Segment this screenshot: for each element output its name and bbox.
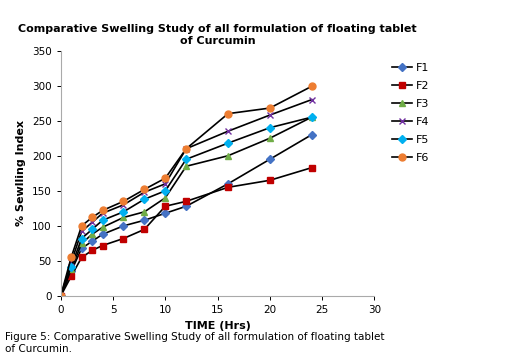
F4 [225, 129, 231, 133]
F6 [266, 106, 272, 110]
F4 [266, 113, 272, 117]
F6 [225, 112, 231, 116]
F1 [266, 157, 272, 161]
F2 [183, 199, 189, 204]
F2 [308, 165, 314, 170]
F5 [141, 197, 147, 201]
F6 [308, 84, 314, 88]
Title: Comparative Swelling Study of all formulation of floating tablet
of Curcumin: Comparative Swelling Study of all formul… [18, 24, 416, 45]
F3 [89, 232, 95, 236]
F2 [120, 236, 126, 241]
F2 [78, 255, 84, 260]
F1 [58, 294, 64, 298]
F4 [183, 147, 189, 151]
F5 [225, 141, 231, 145]
F5 [120, 210, 126, 214]
F2 [99, 243, 106, 248]
F2 [89, 248, 95, 253]
F5 [89, 227, 95, 231]
F3 [141, 210, 147, 214]
F5 [68, 264, 74, 269]
F1 [162, 211, 168, 216]
Y-axis label: % Sewlling Index: % Sewlling Index [16, 120, 26, 226]
F6 [183, 147, 189, 151]
F1 [78, 246, 84, 251]
F1 [68, 269, 74, 274]
F3 [308, 115, 314, 119]
F4 [120, 203, 126, 207]
F5 [308, 115, 314, 119]
F6 [141, 187, 147, 192]
Line: F4: F4 [57, 96, 315, 300]
F4 [58, 294, 64, 298]
F3 [266, 136, 272, 140]
F6 [120, 199, 126, 204]
F2 [225, 185, 231, 190]
F2 [141, 227, 147, 231]
Line: F3: F3 [58, 114, 314, 299]
F2 [162, 204, 168, 208]
F2 [68, 274, 74, 279]
Line: F5: F5 [58, 114, 314, 299]
F1 [120, 224, 126, 228]
F5 [99, 218, 106, 222]
F1 [99, 232, 106, 236]
F5 [162, 189, 168, 193]
Text: Figure 5: Comparative Swelling Study of all formulation of floating tablet
of Cu: Figure 5: Comparative Swelling Study of … [5, 332, 384, 354]
Line: F1: F1 [58, 132, 314, 299]
F3 [99, 225, 106, 230]
F1 [225, 182, 231, 186]
F6 [78, 224, 84, 228]
F3 [162, 196, 168, 200]
F1 [89, 239, 95, 243]
F4 [308, 97, 314, 102]
F4 [99, 211, 106, 216]
F1 [183, 204, 189, 208]
F4 [162, 182, 168, 186]
F6 [99, 208, 106, 213]
X-axis label: TIME (Hrs): TIME (Hrs) [184, 321, 250, 331]
F3 [225, 153, 231, 158]
F5 [78, 236, 84, 241]
Line: F6: F6 [57, 83, 315, 300]
F3 [183, 164, 189, 169]
F4 [68, 260, 74, 265]
F4 [78, 229, 84, 234]
F5 [266, 126, 272, 130]
F1 [308, 132, 314, 137]
Legend: F1, F2, F3, F4, F5, F6: F1, F2, F3, F4, F5, F6 [389, 61, 431, 165]
F6 [89, 215, 95, 219]
F4 [89, 220, 95, 225]
F1 [141, 218, 147, 222]
F3 [78, 241, 84, 245]
F3 [68, 267, 74, 271]
F6 [162, 176, 168, 180]
F6 [68, 255, 74, 260]
Line: F2: F2 [58, 165, 314, 299]
F6 [58, 294, 64, 298]
F2 [58, 294, 64, 298]
F2 [266, 178, 272, 182]
F3 [120, 215, 126, 219]
F5 [183, 157, 189, 161]
F5 [58, 294, 64, 298]
F4 [141, 190, 147, 194]
F3 [58, 294, 64, 298]
